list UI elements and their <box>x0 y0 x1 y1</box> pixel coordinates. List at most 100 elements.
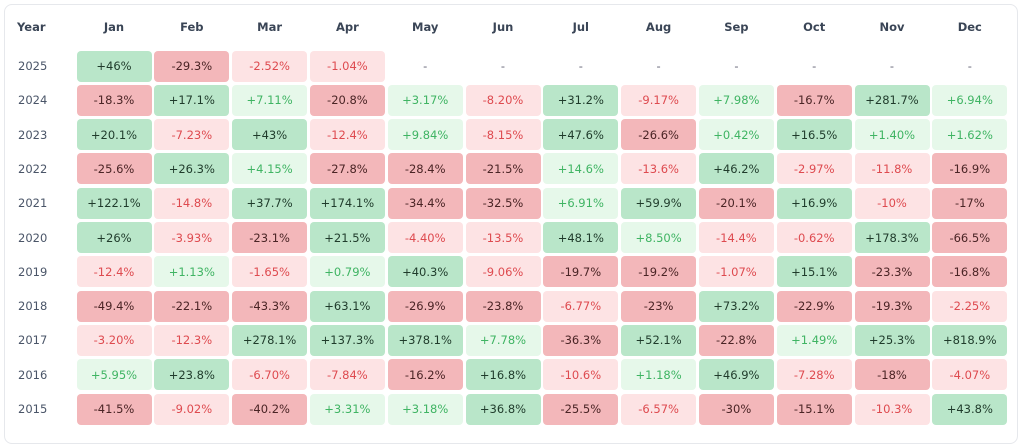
return-cell: +52.1% <box>621 324 697 356</box>
return-cell: +1.49% <box>776 324 852 356</box>
column-header: Nov <box>879 20 905 34</box>
return-cell: +21.5% <box>309 222 385 253</box>
return-cell: +46% <box>76 50 152 82</box>
return-cell: -26.6% <box>621 119 697 151</box>
return-cell: +174.1% <box>309 187 385 219</box>
return-cell: +7.11% <box>232 84 308 116</box>
return-cell: +278.1% <box>232 324 308 356</box>
return-cell: -2.97% <box>776 153 852 185</box>
return-cell: -9.06% <box>465 256 541 288</box>
return-cell: +48.1% <box>543 222 619 253</box>
return-cell: - <box>578 59 583 73</box>
return-cell: -34.4% <box>387 187 463 219</box>
return-cell: +1.62% <box>932 119 1008 151</box>
return-cell: -4.40% <box>387 222 463 253</box>
return-cell: -43.3% <box>232 290 308 322</box>
return-cell: -19.3% <box>854 290 930 322</box>
return-cell: +47.6% <box>543 119 619 151</box>
return-cell: +16.5% <box>776 119 852 151</box>
return-cell: -20.8% <box>309 84 385 116</box>
return-cell: +3.31% <box>309 393 385 425</box>
return-cell: -36.3% <box>543 324 619 356</box>
return-cell: - <box>967 59 972 73</box>
column-header: May <box>412 20 439 34</box>
column-header: Jul <box>572 20 590 34</box>
return-cell: -11.8% <box>854 153 930 185</box>
return-cell: +1.18% <box>621 359 697 391</box>
return-cell: - <box>889 59 895 73</box>
return-cell: -7.28% <box>776 359 852 391</box>
return-cell: -16.9% <box>932 153 1008 185</box>
return-cell: -14.8% <box>154 187 230 219</box>
return-cell: -28.4% <box>387 153 463 185</box>
return-cell: -6.57% <box>621 393 697 425</box>
column-header: Oct <box>803 20 826 34</box>
return-cell: -8.20% <box>465 84 541 116</box>
return-cell: +59.9% <box>621 187 697 219</box>
return-cell: -16.7% <box>776 84 852 116</box>
return-cell: -23.1% <box>232 222 308 253</box>
return-cell: - <box>812 59 817 73</box>
return-cell: +178.3% <box>854 222 930 253</box>
return-cell: -6.77% <box>543 290 619 322</box>
return-cell: +8.50% <box>621 222 697 253</box>
return-cell: +43.8% <box>932 393 1008 425</box>
year-label: 2024 <box>18 93 48 108</box>
column-header: Aug <box>645 20 672 34</box>
return-cell: -23% <box>621 290 697 322</box>
return-cell: +63.1% <box>309 290 385 322</box>
return-cell: +26% <box>76 222 152 253</box>
return-cell: +16.8% <box>465 359 541 391</box>
return-cell: +122.1% <box>76 187 152 219</box>
return-cell: +6.94% <box>932 84 1008 116</box>
return-cell: +0.79% <box>309 256 385 288</box>
return-cell: -66.5% <box>932 222 1008 253</box>
column-header: Sep <box>724 20 749 34</box>
column-header: Dec <box>957 20 982 34</box>
return-cell: -9.17% <box>621 84 697 116</box>
column-header: Mar <box>257 20 283 34</box>
return-cell: -8.15% <box>465 119 541 151</box>
return-cell: -2.52% <box>232 50 308 82</box>
return-cell: -4.07% <box>932 359 1008 391</box>
return-cell: +26.3% <box>154 153 230 185</box>
year-label: 2015 <box>18 402 48 416</box>
column-header: Jan <box>103 20 125 34</box>
return-cell: -40.2% <box>232 393 308 425</box>
return-cell: -16.2% <box>387 359 463 391</box>
return-cell: -6.70% <box>232 359 308 391</box>
return-cell: +7.78% <box>465 324 541 356</box>
return-cell: -23.3% <box>854 256 930 288</box>
return-cell: -14.4% <box>698 222 774 253</box>
return-cell: -21.5% <box>465 153 541 185</box>
return-cell: +1.40% <box>854 119 930 151</box>
return-cell: +7.98% <box>698 84 774 116</box>
return-cell: - <box>734 59 739 73</box>
return-cell: -30% <box>698 393 774 425</box>
return-cell: -12.4% <box>309 119 385 151</box>
return-cell: -27.8% <box>309 153 385 185</box>
year-label: 2022 <box>18 161 48 176</box>
year-label: 2020 <box>18 230 48 245</box>
year-label: 2025 <box>18 59 48 73</box>
return-cell: - <box>500 59 506 73</box>
year-label: 2021 <box>18 196 48 211</box>
column-header: Jun <box>492 20 514 34</box>
return-cell: +4.15% <box>232 153 308 185</box>
return-cell: +16.9% <box>776 187 852 219</box>
return-cell: -18% <box>854 359 930 391</box>
return-cell: -22.8% <box>698 324 774 356</box>
return-cell: -10.3% <box>854 393 930 425</box>
return-cell: -41.5% <box>76 393 152 425</box>
return-cell: +31.2% <box>543 84 619 116</box>
return-cell: -20.1% <box>698 187 774 219</box>
return-cell: -25.6% <box>76 153 152 185</box>
return-cell: -15.1% <box>776 393 852 425</box>
year-label: 2016 <box>18 367 48 382</box>
return-cell: -9.02% <box>154 393 230 425</box>
return-cell: +9.84% <box>387 119 463 151</box>
return-cell: +378.1% <box>387 324 463 356</box>
return-cell: -25.5% <box>543 393 619 425</box>
column-header: Year <box>17 20 46 34</box>
return-cell: -12.3% <box>154 324 230 356</box>
